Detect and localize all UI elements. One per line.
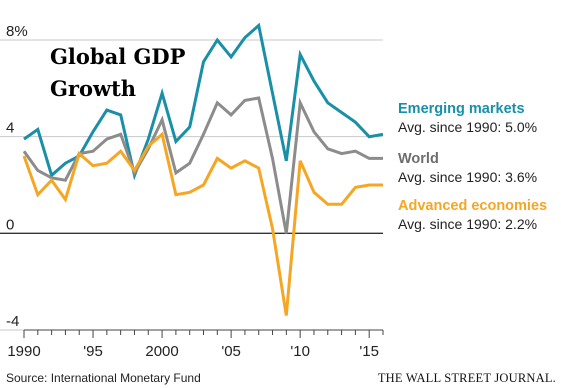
legend-emerging-markets: Emerging markets (398, 101, 525, 117)
series-line-emerging-markets (23, 22, 384, 181)
y-tick-label-4: 4 (6, 120, 14, 137)
series-lines (22, 22, 384, 316)
legend-advanced-economies-avg: Avg. since 1990: 2.2% (398, 216, 537, 232)
x-tick-label-2010: '10 (290, 343, 310, 360)
x-tick-label-2000: 2000 (145, 343, 178, 360)
legend-advanced-economies: Advanced economies (398, 198, 547, 214)
y-tick-label-neg4: -4 (6, 313, 19, 330)
y-tick-labels: 8% 4 0 -4 (6, 23, 28, 330)
x-axis (23, 329, 384, 338)
chart-title: Global GDP Growth (50, 44, 186, 101)
y-tick-label-0: 0 (6, 216, 14, 233)
publisher-logo: THE WALL STREET JOURNAL. (378, 371, 556, 385)
series-line-advanced-economies (22, 131, 383, 316)
legend: Emerging markets Avg. since 1990: 5.0% W… (398, 101, 547, 232)
source-note: Source: International Monetary Fund (6, 371, 201, 385)
legend-world-avg: Avg. since 1990: 3.6% (398, 169, 537, 185)
title-line-2: Growth (50, 76, 136, 101)
x-tick-labels: 1990 '95 2000 '05 '10 '15 (7, 343, 379, 360)
legend-world: World (398, 151, 439, 167)
y-tick-label-8: 8% (6, 23, 28, 40)
x-tick-label-2015: '15 (359, 343, 379, 360)
series-line-world (22, 96, 383, 234)
title-line-1: Global GDP (50, 44, 186, 69)
x-tick-label-1995: '95 (83, 343, 103, 360)
x-tick-label-1990: 1990 (7, 343, 40, 360)
x-tick-label-2005: '05 (221, 343, 241, 360)
legend-emerging-markets-avg: Avg. since 1990: 5.0% (398, 119, 537, 135)
